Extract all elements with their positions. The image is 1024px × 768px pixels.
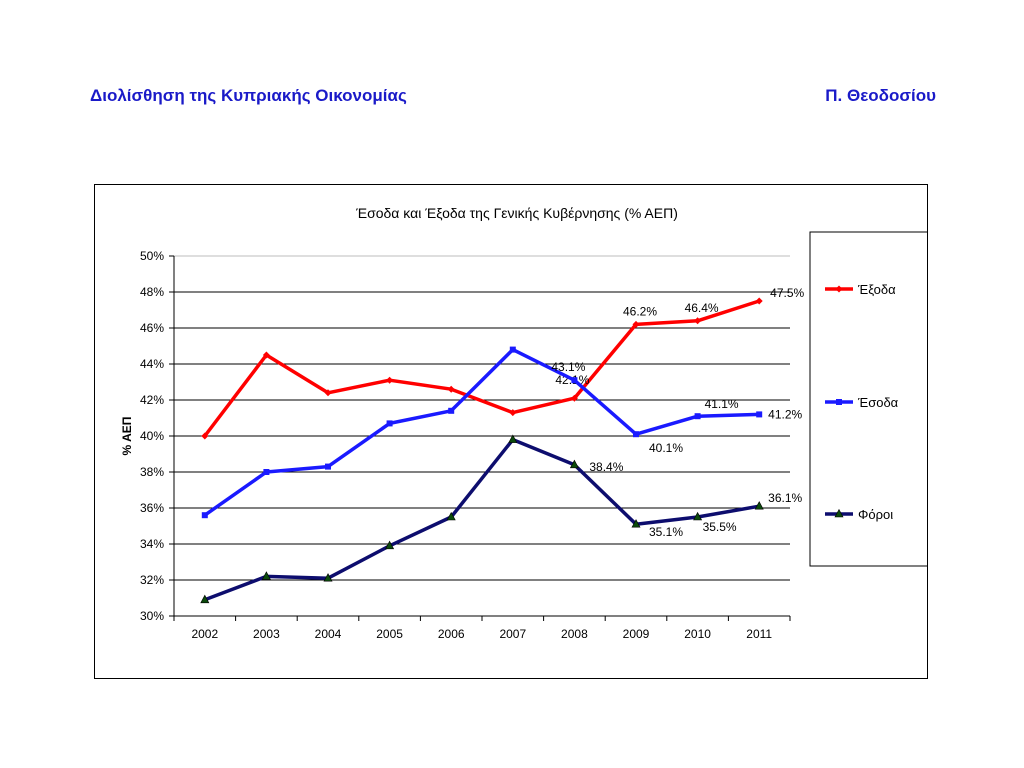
data-point: [385, 540, 395, 550]
data-point: [386, 420, 393, 427]
data-point: [754, 501, 764, 510]
data-point: [569, 459, 579, 469]
data-label: 40.1%: [649, 441, 683, 455]
data-label: 46.4%: [685, 301, 719, 315]
y-tick-label: 42%: [140, 393, 164, 407]
series-line-1: [203, 299, 760, 438]
data-point: [261, 571, 271, 580]
x-tick-label: 2002: [191, 627, 218, 641]
data-point: [324, 389, 332, 397]
y-tick-label: 48%: [140, 285, 164, 299]
data-point: [325, 463, 331, 470]
data-point: [694, 413, 701, 420]
data-point: [323, 573, 333, 582]
data-point: [263, 469, 270, 475]
data-point: [631, 519, 641, 528]
chart-frame: Έσοδα και Έξοδα της Γενικής Κυβέρνησης (…: [94, 184, 928, 679]
data-point: [756, 411, 763, 418]
x-tick-label: 2008: [561, 627, 588, 641]
legend-label: Έξοδα: [857, 282, 896, 297]
data-label: 41.2%: [768, 407, 802, 421]
legend-marker: [836, 399, 842, 405]
y-tick-label: 38%: [140, 465, 164, 479]
line-chart: Έσοδα και Έξοδα της Γενικής Κυβέρνησης (…: [120, 205, 927, 641]
data-point: [693, 511, 703, 521]
data-point: [446, 511, 456, 521]
data-point: [633, 431, 639, 438]
x-tick-label: 2006: [438, 627, 465, 641]
data-point: [200, 594, 210, 604]
data-label: 46.2%: [623, 304, 657, 318]
x-tick-label: 2003: [253, 627, 280, 641]
slide-title: Διολίσθηση της Κυπριακής Οικονομίας: [90, 86, 407, 105]
x-tick-label: 2007: [499, 627, 526, 641]
data-point: [386, 376, 394, 384]
slide-header: Διολίσθηση της Κυπριακής Οικονομίας Π. Θ…: [90, 86, 936, 110]
data-point: [755, 297, 763, 305]
series-line-2: [203, 347, 760, 517]
y-tick-label: 50%: [140, 249, 164, 263]
legend-label: Έσοδα: [857, 395, 899, 410]
legend-label: Φόροι: [858, 507, 893, 522]
data-label: 38.4%: [589, 460, 623, 474]
y-tick-label: 36%: [140, 501, 164, 515]
x-tick-label: 2010: [684, 627, 711, 641]
data-point: [509, 346, 516, 353]
x-tick-label: 2011: [746, 627, 772, 641]
x-tick-label: 2004: [315, 627, 342, 641]
y-axis-title: % ΑΕΠ: [120, 417, 134, 456]
y-tick-label: 30%: [140, 609, 164, 623]
legend-marker: [834, 508, 844, 518]
data-label: 47.5%: [770, 286, 804, 300]
data-point: [570, 394, 578, 402]
y-tick-label: 44%: [140, 357, 164, 371]
data-label: 41.1%: [705, 397, 739, 411]
data-label: 35.5%: [703, 520, 737, 534]
data-point: [448, 407, 455, 414]
series-line-3: [204, 437, 760, 602]
data-point: [509, 409, 517, 417]
data-point: [262, 351, 270, 359]
y-tick-label: 40%: [140, 429, 164, 443]
data-label: 35.1%: [649, 525, 683, 539]
x-tick-label: 2005: [376, 627, 403, 641]
data-point: [201, 432, 209, 440]
data-point: [201, 512, 208, 519]
y-tick-label: 32%: [140, 573, 164, 587]
data-label: 43.1%: [551, 360, 585, 374]
y-tick-label: 34%: [140, 537, 164, 551]
chart-title: Έσοδα και Έξοδα της Γενικής Κυβέρνησης (…: [355, 205, 678, 221]
slide-author: Π. Θεοδοσίου: [825, 86, 936, 105]
legend-marker: [835, 285, 843, 293]
data-point: [508, 434, 518, 443]
data-label: 36.1%: [768, 491, 802, 505]
y-tick-label: 46%: [140, 321, 164, 335]
data-point: [571, 377, 578, 384]
x-tick-label: 2009: [623, 627, 650, 641]
data-point: [447, 385, 455, 393]
data-point: [632, 320, 640, 328]
data-point: [694, 317, 702, 325]
